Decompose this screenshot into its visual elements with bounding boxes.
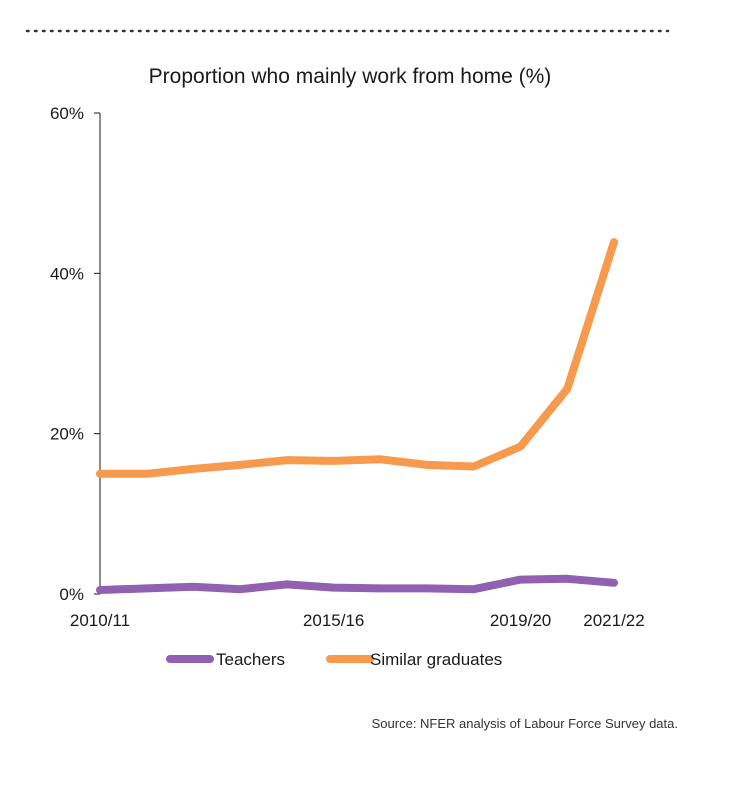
legend-label-teachers: Teachers bbox=[216, 650, 285, 669]
x-tick-label: 2021/22 bbox=[583, 611, 644, 630]
y-tick-label: 40% bbox=[50, 264, 84, 283]
series-line-teachers bbox=[96, 574, 618, 594]
y-tick-label: 20% bbox=[50, 425, 84, 444]
chart-title: Proportion who mainly work from home (%) bbox=[149, 65, 552, 88]
x-tick-label: 2019/20 bbox=[490, 611, 551, 630]
x-tick-label: 2015/16 bbox=[303, 611, 364, 630]
series-line-similar-graduates bbox=[96, 238, 618, 478]
legend: Teachers Similar graduates bbox=[166, 650, 502, 669]
source-note: Source: NFER analysis of Labour Force Su… bbox=[372, 716, 678, 731]
legend-label-similar-graduates: Similar graduates bbox=[370, 650, 502, 669]
x-tick-label: 2010/11 bbox=[70, 611, 130, 630]
y-tick-label: 60% bbox=[50, 104, 84, 123]
y-tick-label: 0% bbox=[59, 585, 84, 604]
